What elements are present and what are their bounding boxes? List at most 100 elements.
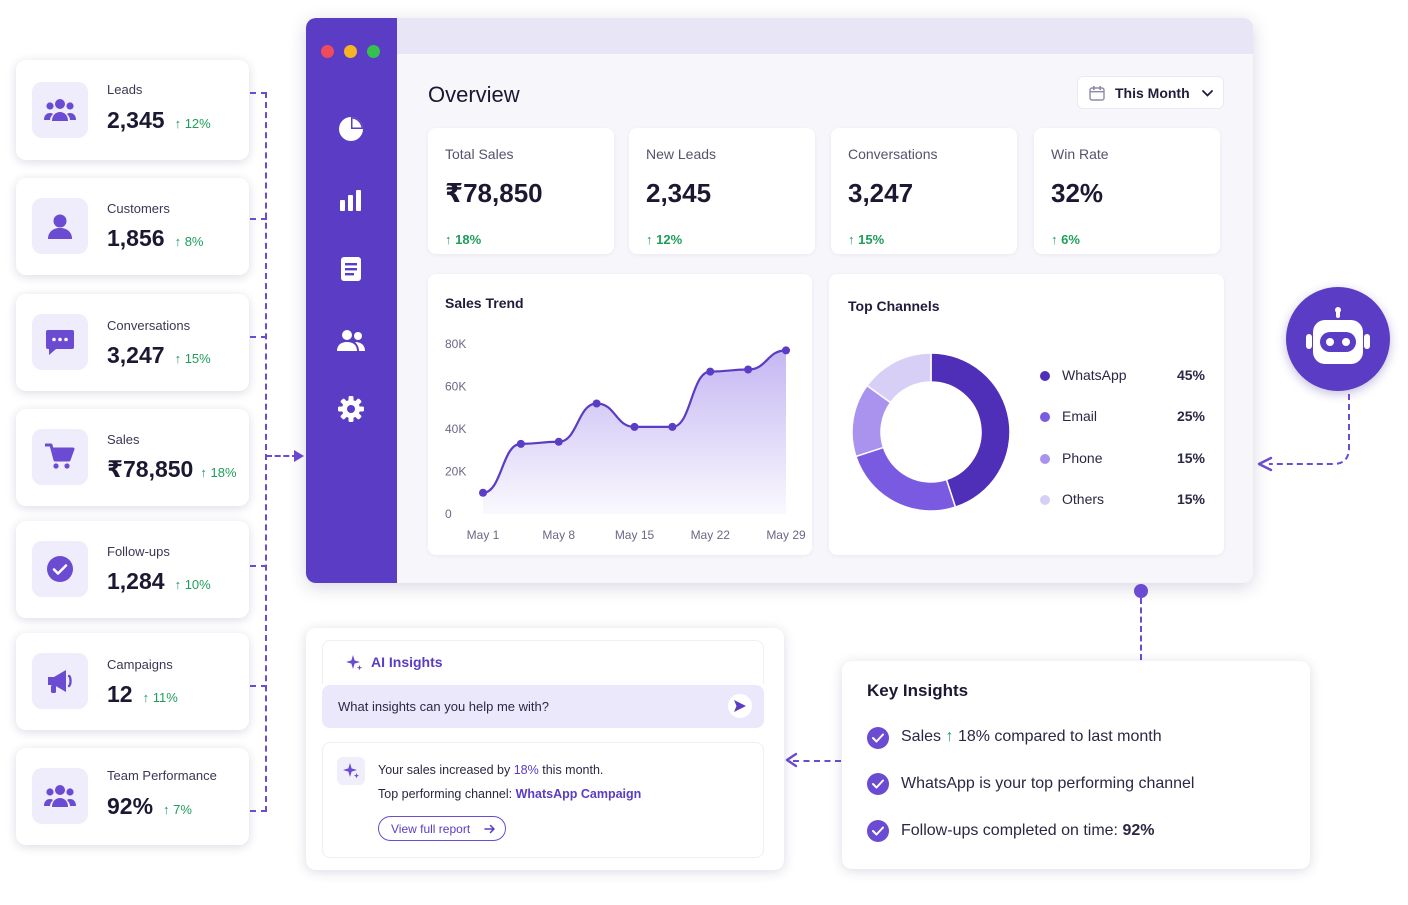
data-point — [630, 422, 639, 431]
window-topbar — [397, 18, 1253, 54]
ai-response-line-1: Your sales increased by 18% this month. — [378, 763, 604, 777]
data-point — [782, 346, 790, 355]
stat-card-campaigns[interactable]: Campaigns 12 ↑ 11% — [16, 633, 249, 730]
arrow-right-icon — [484, 824, 495, 834]
document-icon[interactable] — [336, 254, 366, 284]
stat-card-customers[interactable]: Customers 1,856 ↑ 8% — [16, 178, 249, 275]
stat-delta: ↑ 8% — [174, 234, 204, 249]
connector-tick — [250, 810, 267, 812]
legend-label: Email — [1062, 408, 1098, 424]
connector-node — [1134, 584, 1148, 598]
dashboard-window: Overview This Month Total Sales ₹78,850 … — [306, 18, 1253, 583]
legend-swatch — [1040, 495, 1050, 505]
legend-item-others[interactable]: Others 15% — [1040, 490, 1205, 510]
send-button[interactable] — [728, 694, 752, 718]
chat-icon — [32, 314, 88, 370]
stat-value: 1,856 ↑ 8% — [107, 225, 204, 251]
x-tick-label: May 1 — [467, 528, 500, 542]
calendar-icon — [1089, 86, 1105, 101]
ai-insights-header: AI Insights — [322, 640, 764, 684]
x-tick-label: May 8 — [542, 528, 575, 542]
pie-chart-icon[interactable] — [336, 114, 366, 144]
kpi-card-new-leads[interactable]: New Leads 2,345 ↑ 12% — [629, 128, 815, 254]
y-tick-label: 60K — [445, 380, 466, 394]
donut-slice-email[interactable] — [854, 446, 957, 512]
legend-value: 45% — [1176, 367, 1205, 383]
kpi-label: Total Sales — [445, 146, 514, 162]
legend-value: 25% — [1176, 408, 1205, 424]
kpi-delta: ↑ 15% — [848, 232, 885, 247]
kpi-card-conversations[interactable]: Conversations 3,247 ↑ 15% — [831, 128, 1017, 254]
stat-card-leads[interactable]: Leads 2,345 ↑ 12% — [16, 60, 249, 160]
sparkle-icon — [343, 763, 360, 779]
data-point — [592, 399, 601, 408]
legend-swatch — [1040, 412, 1050, 422]
top-channels-panel: Top Channels WhatsApp 45% Email 25% Phone 15%… — [829, 274, 1224, 555]
stat-card-sales[interactable]: Sales ₹78,850 ↑ 18% — [16, 409, 249, 506]
legend-item-phone[interactable]: Phone 15% — [1040, 449, 1205, 469]
key-insights-title: Key Insights — [867, 681, 969, 700]
legend-swatch — [1040, 454, 1050, 464]
stat-card-follow-ups[interactable]: Follow-ups 1,284 ↑ 10% — [16, 521, 249, 618]
stat-delta: ↑ 7% — [163, 802, 192, 817]
view-full-report-button[interactable]: View full report — [378, 816, 506, 841]
stat-label: Campaigns — [107, 657, 173, 672]
check-circle-icon — [867, 727, 889, 749]
gear-icon[interactable] — [336, 394, 366, 424]
sales-trend-chart: 80K 60K 40K 20K 0 May 1 May 8 May 15 May 22 May 2… — [445, 337, 806, 542]
period-dropdown[interactable]: This Month — [1077, 76, 1224, 109]
key-insight-sales: Sales ↑ 18% compared to last month — [901, 728, 1162, 745]
window-maximize-dot[interactable] — [367, 45, 380, 58]
ai-response-line-2: Top performing channel: WhatsApp Campaig… — [378, 787, 642, 801]
stat-label: Team Performance — [107, 768, 217, 783]
arrow-right-icon — [294, 450, 304, 462]
key-insights-connector — [1140, 598, 1142, 660]
stat-value: 2,345 ↑ 12% — [107, 107, 211, 133]
kpi-label: Win Rate — [1051, 146, 1109, 162]
stat-card-conversations[interactable]: Conversations 3,247 ↑ 15% — [16, 294, 249, 391]
stat-card-team-performance[interactable]: Team Performance 92% ↑ 7% — [16, 748, 249, 845]
y-tick-label: 20K — [445, 465, 466, 479]
legend-label: Others — [1062, 491, 1105, 507]
x-tick-label: May 22 — [691, 528, 731, 542]
bar-chart-icon[interactable] — [336, 185, 366, 215]
cart-icon — [32, 429, 88, 485]
ai-prompt-input[interactable]: What insights can you help me with? — [322, 685, 764, 728]
data-point — [706, 367, 715, 376]
legend-item-whatsapp[interactable]: WhatsApp 45% — [1040, 366, 1205, 386]
arrow-up-icon: ↑ — [945, 728, 954, 745]
stat-value: ₹78,850 ↑ 18% — [107, 456, 237, 482]
ai-insights-card: AI Insights What insights can you help m… — [306, 628, 784, 870]
donut-slice-others[interactable] — [866, 352, 932, 404]
donut-slice-whatsapp[interactable] — [930, 352, 1011, 509]
sparkle-icon — [346, 655, 363, 671]
check-circle-icon — [867, 773, 889, 795]
window-close-dot[interactable] — [321, 45, 334, 58]
stat-delta: ↑ 12% — [174, 116, 211, 131]
window-minimize-dot[interactable] — [344, 45, 357, 58]
ai-robot-badge[interactable] — [1286, 287, 1390, 391]
users-icon[interactable] — [336, 325, 366, 355]
data-point — [554, 437, 563, 446]
key-insight-channel: WhatsApp is your top performing channel — [901, 775, 1195, 792]
legend-item-email[interactable]: Email 25% — [1040, 407, 1205, 427]
data-point — [479, 488, 487, 497]
robot-icon — [1306, 307, 1370, 364]
megaphone-icon — [32, 653, 88, 709]
stat-value: 1,284 ↑ 10% — [107, 568, 211, 594]
data-point — [744, 365, 753, 374]
connector-tick — [250, 336, 267, 338]
kpi-card-win-rate[interactable]: Win Rate 32% ↑ 6% — [1034, 128, 1220, 254]
data-point — [668, 422, 677, 431]
stat-delta: ↑ 15% — [174, 351, 211, 366]
kpi-delta: ↑ 6% — [1051, 232, 1080, 247]
chevron-down-icon — [1202, 90, 1213, 97]
kpi-delta: ↑ 18% — [445, 232, 482, 247]
kpi-value: 2,345 — [646, 178, 712, 208]
key-insights-card: Key Insights Sales ↑ 18% compared to las… — [842, 661, 1310, 869]
sales-trend-panel: Sales Trend 80K 60K 40K 20K 0 May 1 May 8 May 1… — [428, 274, 812, 555]
ai-prompt-text: What insights can you help me with? — [338, 699, 549, 714]
kpi-card-total-sales[interactable]: Total Sales ₹78,850 ↑ 18% — [428, 128, 614, 254]
kpi-delta: ↑ 12% — [646, 232, 683, 247]
connector-arrow-to-dashboard — [266, 455, 298, 457]
